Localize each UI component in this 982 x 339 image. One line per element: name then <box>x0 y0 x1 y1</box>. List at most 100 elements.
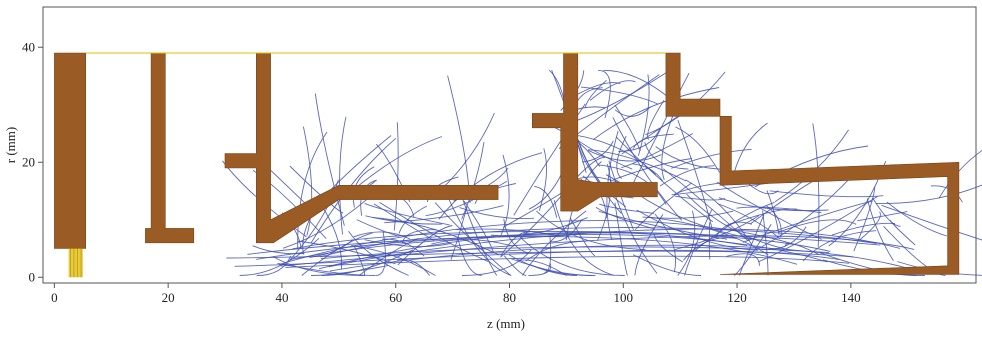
trajectory-path <box>290 234 828 263</box>
trajectory-path <box>589 80 636 101</box>
trajectory-path <box>314 93 345 226</box>
trajectory-path <box>684 208 713 276</box>
trajectory-path <box>857 211 908 222</box>
trajectory-path <box>256 232 831 260</box>
electrode-2 <box>145 52 195 244</box>
trajectory-path <box>536 210 646 251</box>
trajectory-path <box>373 203 435 241</box>
trajectory-path <box>448 198 512 276</box>
axes: 0 20 40 60 80 100 120 140 0 20 40 <box>22 39 861 305</box>
trajectory-path <box>463 200 494 253</box>
trajectory-path <box>755 175 853 251</box>
x-tick-label: 40 <box>275 290 288 305</box>
trajectory-path <box>393 122 399 231</box>
x-tick-label: 140 <box>841 290 861 305</box>
trajectory-path <box>612 117 683 221</box>
trajectory-path <box>858 211 881 241</box>
trajectory-path <box>302 126 313 236</box>
trajectory-path <box>853 186 876 252</box>
trajectory-path <box>356 219 400 237</box>
x-axis-label: z (mm) <box>487 316 525 331</box>
trajectory-path <box>587 149 662 162</box>
trajectory-path <box>614 106 651 117</box>
trajectory-path <box>695 201 775 251</box>
trajectory-path <box>938 150 982 199</box>
trajectory-path <box>272 256 365 276</box>
trajectory-path <box>292 231 881 250</box>
y-tick-label: 0 <box>29 269 36 284</box>
trajectory-path <box>398 205 428 234</box>
trajectory-path <box>659 165 715 187</box>
trajectory-path <box>569 217 596 257</box>
trajectory-path <box>320 227 877 258</box>
trajectory-path <box>310 137 397 244</box>
electrode-structures <box>54 52 960 275</box>
x-tick-label: 120 <box>727 290 747 305</box>
trajectory-path <box>379 202 489 262</box>
trajectory-path <box>886 201 948 237</box>
trajectory-path <box>528 263 552 276</box>
trajectory-path <box>613 158 693 181</box>
trajectory-path <box>626 72 690 196</box>
trajectory-path <box>339 116 347 235</box>
trajectory-path <box>226 250 855 259</box>
trajectory-path <box>365 215 443 225</box>
trajectory-path <box>364 202 450 226</box>
trajectory-path <box>875 184 982 204</box>
trajectory-path <box>881 204 982 241</box>
trajectory-path <box>654 213 676 273</box>
trajectory-path <box>663 168 749 242</box>
trajectory-path <box>318 231 748 270</box>
trajectory-path <box>739 214 765 276</box>
trajectory-path <box>584 79 607 109</box>
trajectory-path <box>353 166 375 208</box>
electrode-5 <box>665 52 960 275</box>
trajectory-path <box>457 237 482 276</box>
trajectory-path <box>329 244 909 272</box>
x-tick-label: 80 <box>503 290 516 305</box>
trajectory-path <box>500 154 510 236</box>
trajectory-path <box>766 205 782 238</box>
trajectory-path <box>297 131 328 250</box>
trajectory-path <box>256 255 292 276</box>
trajectory-path <box>831 222 895 236</box>
trajectory-path <box>778 219 857 233</box>
x-tick-label: 0 <box>51 290 58 305</box>
y-tick-label: 40 <box>22 39 35 54</box>
trajectory-path <box>375 231 386 276</box>
trajectory-path <box>462 199 498 276</box>
trajectory-path <box>598 69 611 119</box>
trajectory-path <box>644 142 689 170</box>
trajectory-path <box>647 100 665 140</box>
trajectory-path <box>614 104 641 152</box>
x-tick-label: 60 <box>389 290 402 305</box>
electrode-3 <box>224 52 499 244</box>
trajectory-path <box>614 202 628 276</box>
trajectory-path <box>592 87 720 141</box>
trajectory-path <box>595 207 655 230</box>
beam-markers <box>68 52 666 278</box>
trajectory-path <box>461 142 485 220</box>
trajectory-path <box>674 215 760 250</box>
trajectory-path <box>615 136 714 223</box>
trajectory-path <box>534 185 558 218</box>
trajectory-path <box>762 210 769 276</box>
trajectory-path <box>677 119 713 230</box>
trajectory-path <box>351 244 436 276</box>
trajectory-path <box>883 225 946 276</box>
trajectory-path <box>538 148 547 211</box>
trajectory-path <box>522 210 587 276</box>
trajectory-path <box>310 265 389 276</box>
trajectory-path <box>637 74 650 156</box>
trajectory-path <box>661 107 677 181</box>
trajectory-path <box>632 254 702 276</box>
trajectory-path <box>247 236 798 265</box>
trajectory-path <box>503 218 529 254</box>
trajectory-path <box>736 206 822 214</box>
trajectory-path <box>553 200 615 276</box>
trajectory-path <box>616 135 627 180</box>
y-tick-label: 20 <box>22 154 35 169</box>
trajectory-path <box>889 219 916 246</box>
emitter-block <box>68 248 83 278</box>
